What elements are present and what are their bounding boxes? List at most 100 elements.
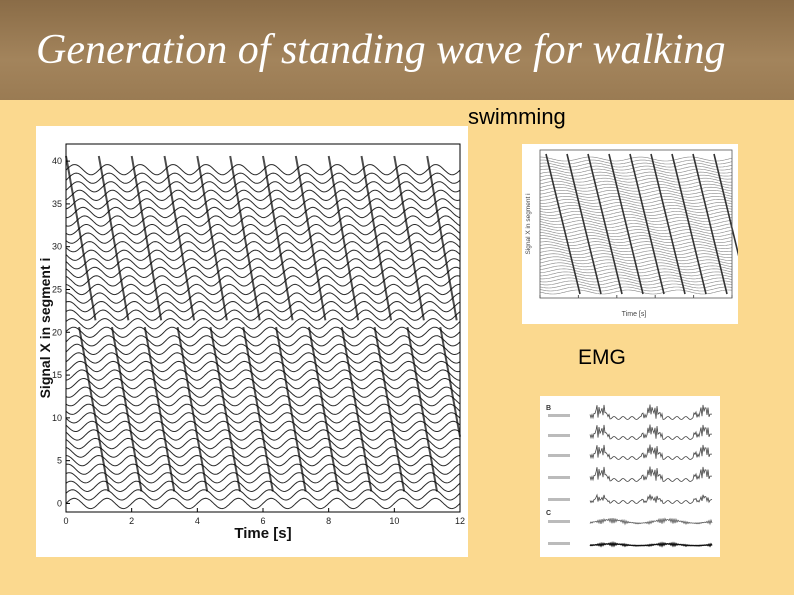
emg-row-caption [548,520,570,523]
swim-wave-trace [629,153,665,295]
swim-signal-line [540,235,733,240]
swim-signal-line [539,286,733,292]
swimming-signal-plot: Time [s] Signal X in segment i [525,149,749,318]
swim-signal-line [539,190,733,195]
signal-line [65,266,461,279]
wave-trace [65,155,97,321]
walking-signal-figure: 0 2 4 6 8 10 12 0 5 10 15 20 25 30 35 40 Time [s] Sign… [36,126,468,557]
wave-trace [176,326,209,492]
emg-trace [589,541,713,548]
y-tick-label: 0 [57,498,62,508]
signal-line [65,241,461,253]
emg-panel-label-c: C [546,510,551,517]
emg-row-caption [548,414,570,417]
y-tick-label: 10 [52,413,62,423]
signal-line [65,395,461,407]
swim-signal-line [539,208,733,213]
x-tick-label: 2 [129,516,134,526]
wave-trace [340,326,373,492]
wave-trace [439,326,461,437]
wave-trace [360,155,393,321]
signal-line [65,378,461,390]
swim-signal-line [539,214,733,219]
emg-trace [589,404,712,420]
swim-signal-line [539,223,733,228]
signal-line [65,335,461,347]
signal-line [65,403,461,415]
swim-signal-line [539,250,733,255]
swimming-x-label: Time [s] [622,311,647,318]
x-tick-label: 8 [326,516,331,526]
wave-trace [327,155,360,321]
swim-signal-line [539,205,733,210]
y-tick-label: 25 [52,284,62,294]
swim-signal-line [539,226,733,231]
signal-line [66,206,461,219]
signal-line [65,224,461,236]
swim-signal-line [539,283,733,289]
emg-row-caption [548,454,570,457]
signal-line [65,343,461,356]
wave-trace [130,155,163,321]
slide-title: Generation of standing wave for walking [36,27,726,73]
swim-signal-line [539,217,732,222]
wave-trace [275,326,307,492]
swim-signal-line [539,198,733,204]
swim-signal-line [539,193,733,198]
swim-signal-line [539,202,733,207]
wave-trace [294,155,327,321]
emg-row-caption [548,476,570,479]
emg-label: EMG [578,346,626,369]
swim-wave-trace [608,153,644,295]
signal-line [65,352,461,364]
swim-signal-line [539,274,733,280]
walking-x-label: Time [s] [234,525,291,542]
signal-line [65,258,461,270]
swim-signal-line [540,271,733,277]
y-tick-label: 35 [52,199,62,209]
swimming-signal-lines [539,153,749,298]
emg-figure: B C [540,396,720,557]
signal-line [65,326,461,338]
swim-signal-line [539,238,733,243]
swim-signal-line [539,241,733,246]
swim-signal-line [539,186,733,192]
walking-signal-plot: 0 2 4 6 8 10 12 0 5 10 15 20 25 30 35 40 Time [s] Sign… [37,143,465,542]
swimming-y-label: Signal X in segment i [525,193,532,254]
wave-trace [111,326,143,492]
signal-line [65,249,461,261]
wave-trace [242,326,274,492]
emg-trace-lines [548,404,713,548]
wave-trace [229,155,261,321]
swim-signal-line [539,229,733,234]
walking-x-ticks: 0 2 4 6 8 10 12 [63,508,465,526]
y-tick-label: 40 [52,156,62,166]
swimming-signal-figure: Time [s] Signal X in segment i [522,144,749,324]
emg-trace [589,424,712,440]
signal-line [65,412,461,424]
wave-trace [393,155,425,321]
wave-trace [143,326,176,492]
signal-line [65,292,461,304]
walking-y-label: Signal X in segment i [37,258,53,399]
signal-line [65,369,461,381]
emg-trace [589,517,713,526]
wave-trace [308,326,340,492]
emg-traces: B C [546,404,713,548]
signal-line [65,472,461,484]
emg-trace [589,444,712,460]
swim-wave-trace [650,153,686,295]
swim-signal-line [539,289,733,295]
signal-line [65,283,460,296]
swim-signal-line [539,165,733,171]
swim-signal-line [539,253,733,258]
signal-line [65,386,461,398]
y-tick-label: 20 [52,327,62,337]
walking-y-ticks: 0 5 10 15 20 25 30 35 40 [52,156,70,508]
swim-wave-trace [671,153,707,295]
signal-line [65,172,461,184]
x-tick-label: 0 [63,516,68,526]
swim-signal-line [539,159,733,165]
x-tick-label: 4 [195,516,200,526]
emg-row-caption [548,542,570,545]
